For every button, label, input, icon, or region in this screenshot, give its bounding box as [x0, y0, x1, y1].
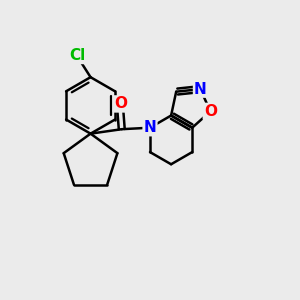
Text: N: N — [194, 82, 207, 97]
Text: O: O — [114, 96, 127, 111]
Text: O: O — [204, 104, 217, 119]
Text: N: N — [144, 120, 156, 135]
Text: Cl: Cl — [69, 48, 85, 63]
